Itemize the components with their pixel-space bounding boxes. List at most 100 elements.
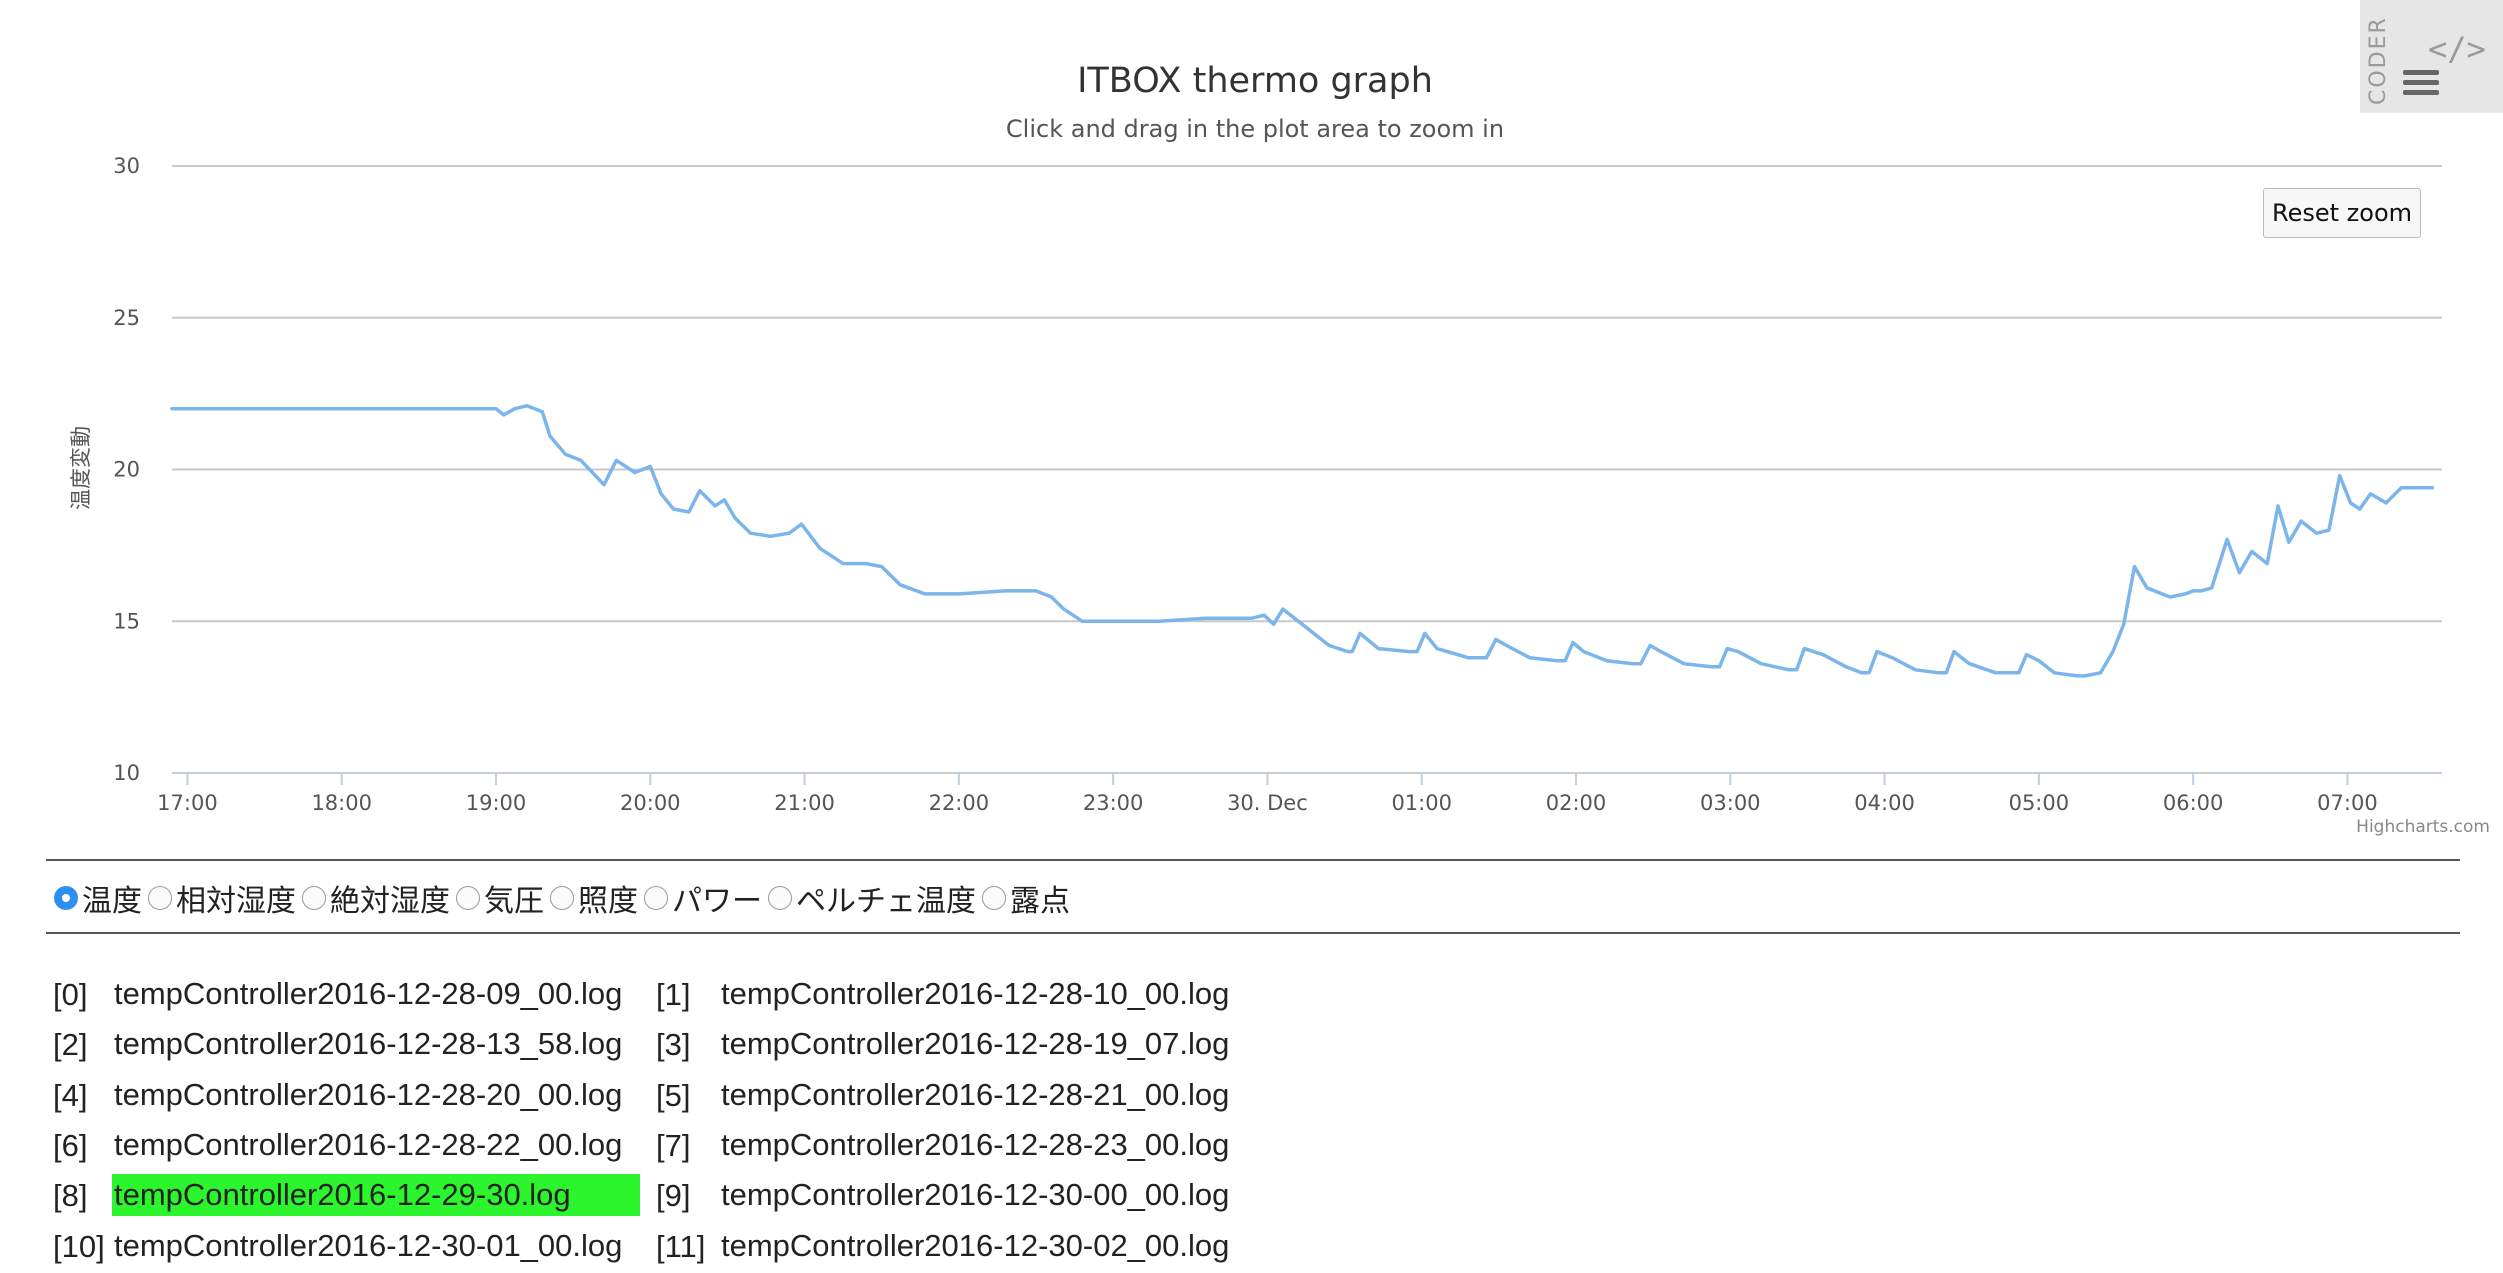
log-link-selected[interactable]: tempController2016-12-29-30.log bbox=[112, 1174, 640, 1217]
log-index: [3] bbox=[656, 1027, 691, 1063]
log-index: [0] bbox=[53, 977, 88, 1012]
menu-bar bbox=[2403, 70, 2439, 75]
radio-option-1[interactable]: 相対湿度 bbox=[148, 876, 296, 920]
log-item: [6] tempController2016-12-28-22_00.log bbox=[50, 1122, 1350, 1172]
log-link[interactable]: tempController2016-12-28-19_07.log bbox=[721, 1026, 1230, 1062]
radio-option-2[interactable]: 絶対湿度 bbox=[302, 876, 450, 920]
x-tick-label: 03:00 bbox=[1700, 791, 1761, 815]
y-tick-label: 30 bbox=[113, 154, 140, 178]
x-tick-label: 19:00 bbox=[466, 791, 527, 815]
x-tick-label: 18:00 bbox=[311, 791, 372, 815]
log-link[interactable]: tempController2016-12-28-21_00.log bbox=[721, 1076, 1230, 1112]
log-item: [11] tempController2016-12-30-02_00.log bbox=[50, 1223, 1350, 1273]
log-item: [4] tempController2016-12-28-20_00.log bbox=[50, 1072, 1350, 1122]
temperature-series-line[interactable] bbox=[170, 404, 2435, 678]
log-link[interactable]: tempController2016-12-28-10_00.log bbox=[721, 976, 1230, 1011]
x-tick-label: 17:00 bbox=[157, 791, 218, 815]
x-tick-label: 21:00 bbox=[774, 791, 835, 815]
x-tick-label: 20:00 bbox=[620, 791, 681, 815]
coder-tab-label: CODER bbox=[2366, 16, 2391, 105]
grid-lines bbox=[172, 165, 2442, 623]
menu-bar bbox=[2403, 90, 2439, 95]
x-tick-label: 01:00 bbox=[1391, 791, 1452, 815]
log-index: [1] bbox=[656, 977, 691, 1012]
radio-unchecked-icon[interactable] bbox=[644, 886, 668, 910]
y-tick-label: 15 bbox=[113, 609, 140, 633]
sensor-radio-group: 温度 相対湿度 絶対湿度 気圧 照度 パワー ペルチェ温度 露点 bbox=[54, 876, 1076, 920]
log-index: [10] bbox=[53, 1228, 105, 1264]
log-item: [2] tempController2016-12-28-13_58.log bbox=[50, 1021, 1350, 1071]
radio-option-5[interactable]: パワー bbox=[644, 876, 762, 920]
radio-unchecked-icon[interactable] bbox=[982, 886, 1006, 910]
radio-label: 気圧 bbox=[484, 884, 544, 919]
x-tick-label: 22:00 bbox=[929, 791, 990, 815]
y-tick-label: 10 bbox=[113, 761, 140, 785]
log-index: [6] bbox=[53, 1127, 88, 1163]
log-item: [10] tempController2016-12-30-01_00.log bbox=[50, 1223, 1350, 1273]
x-tick-label: 05:00 bbox=[2009, 791, 2070, 815]
log-item: [1] tempController2016-12-28-10_00.log bbox=[50, 971, 1350, 1021]
chart-title: ITBOX thermo graph bbox=[1077, 61, 1433, 101]
radio-option-0[interactable]: 温度 bbox=[54, 876, 142, 920]
log-index: [8] bbox=[53, 1178, 88, 1214]
radio-unchecked-icon[interactable] bbox=[768, 886, 792, 910]
x-tick-label: 30. Dec bbox=[1227, 791, 1308, 815]
radio-label: 絶対湿度 bbox=[330, 884, 450, 919]
radio-unchecked-icon[interactable] bbox=[456, 886, 480, 910]
log-item: [8] tempController2016-12-29-30.log bbox=[50, 1172, 1350, 1222]
axes: 10 15 20 25 30 17:00 18:00 19:00 20:00 21:00 22:00… bbox=[113, 154, 2442, 815]
radio-unchecked-icon[interactable] bbox=[148, 886, 172, 910]
radio-label: 温度 bbox=[82, 884, 142, 919]
radio-label: 照度 bbox=[578, 884, 638, 919]
x-tick-label: 02:00 bbox=[1546, 791, 1607, 815]
log-item: [3] tempController2016-12-28-19_07.log bbox=[50, 1021, 1350, 1071]
log-link[interactable]: tempController2016-12-28-09_00.log bbox=[114, 976, 623, 1011]
log-link[interactable]: tempController2016-12-30-02_00.log bbox=[721, 1227, 1230, 1263]
log-item: [7] tempController2016-12-28-23_00.log bbox=[50, 1122, 1350, 1172]
x-tick-label: 23:00 bbox=[1083, 791, 1144, 815]
log-link[interactable]: tempController2016-12-28-22_00.log bbox=[114, 1126, 623, 1162]
divider-top bbox=[46, 859, 2460, 861]
log-link[interactable]: tempController2016-12-28-23_00.log bbox=[721, 1126, 1230, 1162]
radio-label: 相対湿度 bbox=[176, 884, 296, 919]
radio-option-3[interactable]: 気圧 bbox=[456, 876, 544, 920]
reset-zoom-button[interactable]: Reset zoom bbox=[2263, 188, 2421, 238]
radio-option-4[interactable]: 照度 bbox=[550, 876, 638, 920]
x-tick-label: 06:00 bbox=[2163, 791, 2224, 815]
x-tick-label: 07:00 bbox=[2317, 791, 2378, 815]
log-index: [9] bbox=[656, 1178, 691, 1214]
y-axis-label: 温度変動 bbox=[69, 426, 93, 510]
radio-checked-icon[interactable] bbox=[54, 886, 78, 910]
radio-label: ペルチェ温度 bbox=[796, 884, 976, 919]
radio-unchecked-icon[interactable] bbox=[302, 886, 326, 910]
chart-container: ITBOX thermo graph Click and drag in the… bbox=[0, 0, 2503, 850]
y-tick-label: 20 bbox=[113, 458, 140, 482]
y-tick-label: 25 bbox=[113, 306, 140, 330]
radio-option-7[interactable]: 露点 bbox=[982, 876, 1070, 920]
log-index: [2] bbox=[53, 1027, 88, 1063]
log-index: [4] bbox=[53, 1077, 88, 1113]
log-item: [5] tempController2016-12-28-21_00.log bbox=[50, 1072, 1350, 1122]
series-layer[interactable] bbox=[170, 404, 2435, 678]
radio-option-6[interactable]: ペルチェ温度 bbox=[768, 876, 976, 920]
hamburger-menu-icon[interactable] bbox=[2403, 70, 2439, 98]
log-index: [5] bbox=[656, 1077, 691, 1113]
x-tick-label: 04:00 bbox=[1854, 791, 1915, 815]
radio-unchecked-icon[interactable] bbox=[550, 886, 574, 910]
log-link[interactable]: tempController2016-12-30-01_00.log bbox=[114, 1227, 623, 1263]
chart-subtitle: Click and drag in the plot area to zoom … bbox=[1006, 115, 1504, 143]
log-item: [0] tempController2016-12-28-09_00.log bbox=[50, 971, 1350, 1021]
divider-bottom bbox=[46, 932, 2460, 934]
radio-label: 露点 bbox=[1010, 884, 1070, 919]
menu-bar bbox=[2403, 80, 2439, 85]
thermo-line-chart[interactable]: ITBOX thermo graph Click and drag in the… bbox=[0, 0, 2503, 850]
log-index: [11] bbox=[656, 1228, 706, 1264]
code-brackets-icon: </> bbox=[2428, 30, 2486, 68]
radio-label: パワー bbox=[672, 884, 762, 919]
credits-link[interactable]: Highcharts.com bbox=[2356, 817, 2490, 837]
log-item: [9] tempController2016-12-30-00_00.log bbox=[50, 1172, 1350, 1222]
log-link[interactable]: tempController2016-12-28-20_00.log bbox=[114, 1076, 623, 1112]
log-link[interactable]: tempController2016-12-30-00_00.log bbox=[721, 1177, 1230, 1213]
log-link[interactable]: tempController2016-12-28-13_58.log bbox=[114, 1026, 623, 1062]
log-index: [7] bbox=[656, 1127, 691, 1163]
